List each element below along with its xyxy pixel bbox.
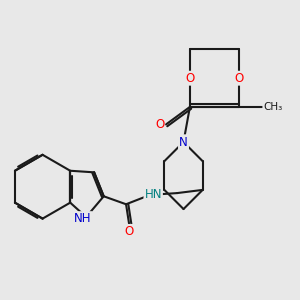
Text: O: O xyxy=(124,225,134,238)
Text: NH: NH xyxy=(74,212,92,225)
Text: N: N xyxy=(179,136,188,148)
Text: N: N xyxy=(179,136,188,148)
Text: HN: HN xyxy=(144,188,162,201)
Text: O: O xyxy=(235,72,244,85)
Text: O: O xyxy=(185,72,194,85)
Text: O: O xyxy=(155,118,164,131)
Text: CH₃: CH₃ xyxy=(263,102,283,112)
